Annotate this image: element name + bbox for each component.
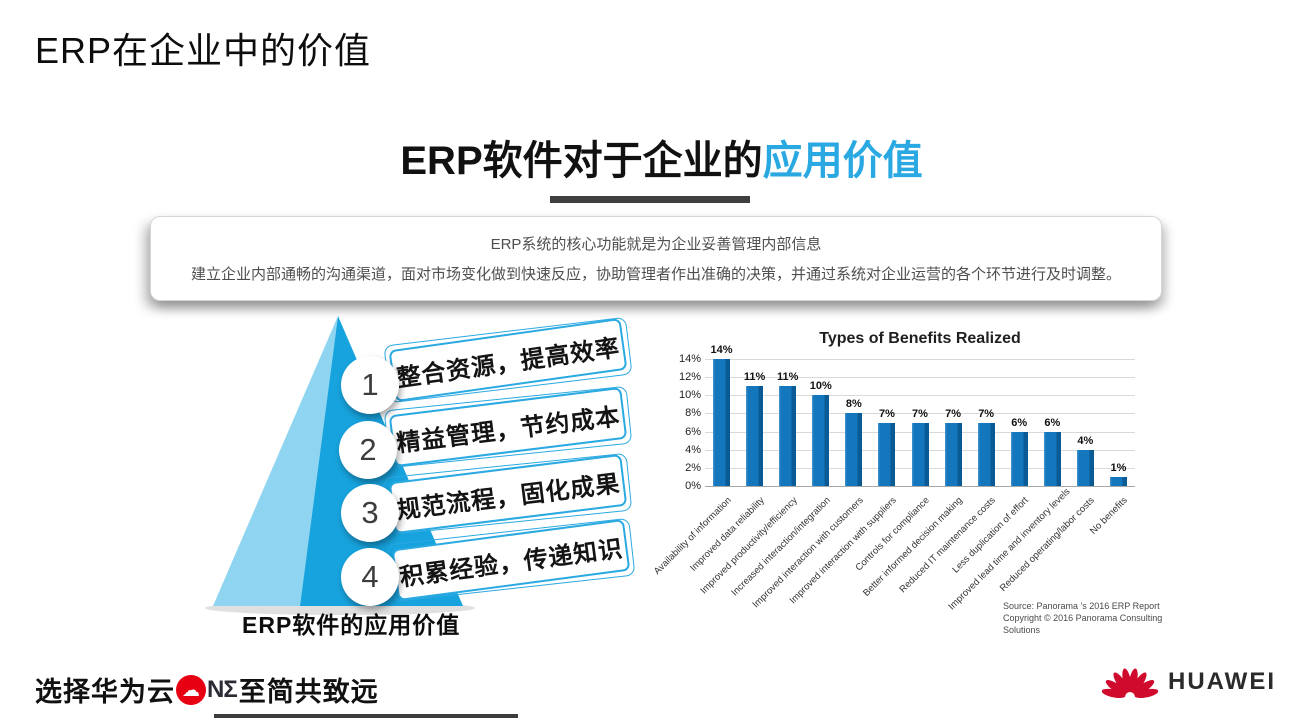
bar xyxy=(1043,431,1061,486)
pyramid-caption: ERP软件的应用价值 xyxy=(242,612,461,638)
pyramid-light-face xyxy=(213,316,338,606)
bar-value-label: 1% xyxy=(1110,461,1127,474)
bar xyxy=(812,395,830,486)
y-axis-label: 4% xyxy=(685,443,701,456)
footer-tagline-post: 至简共致远 xyxy=(238,677,379,707)
gridline-0% xyxy=(705,486,1135,487)
summary-line-1: ERP系统的核心功能就是为企业妥善管理内部信息 xyxy=(490,236,822,253)
gridline-10% xyxy=(705,395,1135,397)
bar-value-label: 7% xyxy=(978,407,995,420)
bar xyxy=(1010,431,1028,486)
main-heading-accent: 应用价值 xyxy=(762,139,923,183)
chart-title: Types of Benefits Realized xyxy=(819,330,1021,347)
pyramid-number-4: 4 xyxy=(341,548,399,606)
main-heading-black: ERP软件对于企业的 xyxy=(400,139,763,183)
y-axis-label: 2% xyxy=(685,461,701,474)
bar-value-label: 4% xyxy=(1077,434,1094,447)
one-logo-letters: NΣ xyxy=(207,675,238,703)
gridline-12% xyxy=(705,377,1135,379)
bar xyxy=(944,422,962,486)
gridline-14% xyxy=(705,359,1135,360)
bar-value-label: 6% xyxy=(1044,416,1061,429)
bar xyxy=(1076,449,1094,486)
bar xyxy=(713,359,731,486)
chart-source-line-1: Source: Panorama 's 2016 ERP Report xyxy=(1003,601,1160,611)
y-axis-label: 8% xyxy=(685,407,701,420)
y-axis-label: 6% xyxy=(685,425,701,438)
bar xyxy=(779,386,797,486)
bar xyxy=(911,422,929,486)
huawei-logo-icon xyxy=(1102,668,1158,699)
huawei-brand: HUAWEI xyxy=(1102,663,1276,701)
bar-value-label: 8% xyxy=(845,398,862,411)
main-heading: ERP软件对于企业的应用价值 xyxy=(0,128,1293,186)
bar xyxy=(845,413,863,486)
chart-source: Source: Panorama 's 2016 ERP Report Copy… xyxy=(1003,600,1200,636)
bar xyxy=(977,422,995,486)
y-axis-label: 14% xyxy=(678,353,701,365)
benefits-bar-chart: Types of Benefits Realized Source: Panor… xyxy=(651,328,1200,640)
cloud-icon: ☁ xyxy=(182,679,200,700)
y-axis-label: 0% xyxy=(685,480,701,492)
huawei-brand-name: HUAWEI xyxy=(1168,668,1276,695)
pyramid-number-2: 2 xyxy=(339,421,397,479)
bar-value-label: 7% xyxy=(878,407,895,420)
bar-value-label: 11% xyxy=(776,371,799,384)
bar-value-label: 6% xyxy=(1011,416,1028,429)
bar-value-label: 11% xyxy=(743,371,766,384)
summary-box: ERP系统的核心功能就是为企业妥善管理内部信息 建立企业内部通畅的沟通渠道，面对… xyxy=(150,216,1162,301)
page-title: ERP在企业中的价值 xyxy=(35,30,372,71)
bar-value-label: 10% xyxy=(809,380,832,393)
heading-underline xyxy=(550,196,750,203)
pyramid-number-3: 3 xyxy=(341,484,399,542)
bar-value-label: 7% xyxy=(945,407,962,420)
gridline-8% xyxy=(705,413,1135,415)
bar-value-label: 14% xyxy=(710,344,733,356)
summary-line-2: 建立企业内部通畅的沟通渠道，面对市场变化做到快速反应，协助管理者作出准确的决策，… xyxy=(190,266,1121,283)
y-axis-label: 12% xyxy=(678,371,701,384)
y-axis-label: 10% xyxy=(678,389,701,402)
footer-tagline-pre: 选择华为云 xyxy=(35,677,175,707)
footer-tagline: 选择华为云 ☁ NΣ 至简共致远 xyxy=(35,670,379,709)
chart-source-line-2: Copyright © 2016 Panorama Consulting Sol… xyxy=(1003,613,1163,635)
bottom-accent-line xyxy=(214,714,518,718)
bar xyxy=(1109,476,1127,486)
bar xyxy=(878,422,896,486)
huawei-cloud-one-logo: ☁ xyxy=(176,674,206,705)
bar-value-label: 7% xyxy=(912,407,928,420)
pyramid-number-1: 1 xyxy=(341,356,399,414)
bar xyxy=(746,386,764,486)
